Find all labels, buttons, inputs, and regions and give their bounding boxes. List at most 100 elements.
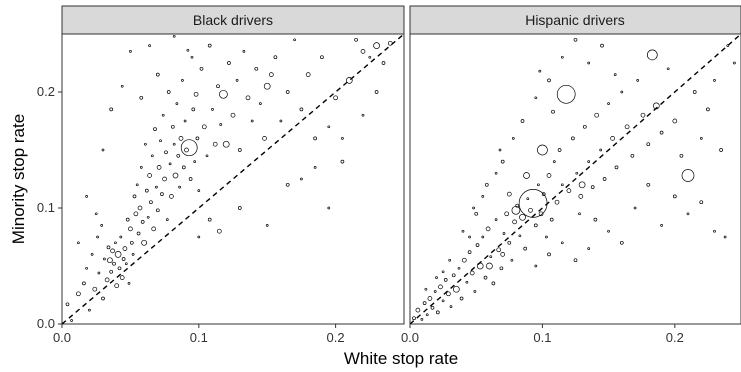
data-point [630,153,635,158]
data-point [441,299,445,303]
data-point [587,247,591,250]
data-point [533,223,538,228]
data-point [354,37,358,42]
data-point [433,290,437,293]
data-point [538,211,544,217]
data-point [164,150,168,155]
data-point [149,200,153,205]
data-point [82,281,86,286]
data-point [262,136,267,141]
data-point [119,275,125,280]
data-point [207,43,212,48]
data-point [219,123,223,126]
data-point [706,107,710,112]
data-point [230,112,236,118]
data-point [672,194,677,199]
data-point [686,212,690,216]
data-point [719,148,723,152]
data-point [473,290,477,293]
data-point [300,177,303,181]
data-point [723,235,727,239]
data-point [557,148,562,152]
data-point [646,182,651,187]
data-point [245,95,251,101]
data-point [481,195,485,198]
data-point [237,148,242,152]
data-point [547,252,551,257]
data-point [451,273,456,278]
data-point [242,50,246,53]
data-point [607,229,610,233]
data-point [449,305,453,308]
data-point [114,283,120,289]
data-point [578,181,586,189]
data-point [132,194,137,199]
data-point [216,84,220,89]
data-point [523,172,530,179]
data-point [502,232,506,235]
data-point [554,199,560,205]
data-point [216,228,222,234]
data-point [438,284,443,290]
data-point [699,137,703,140]
data-point [181,165,186,170]
data-point [139,166,143,169]
data-point [96,235,99,239]
data-point [122,246,128,251]
data-point [201,124,207,130]
data-point [285,90,290,94]
data-point [85,266,88,270]
data-point [511,137,515,140]
data-point [129,240,134,245]
data-point [534,96,538,100]
data-point [299,107,304,112]
data-point [207,217,212,222]
data-point [526,197,530,201]
data-point [193,160,197,163]
facet-title-black: Black drivers [193,12,273,28]
data-point [512,219,517,225]
data-point [168,162,172,166]
data-point [333,95,338,101]
data-point [176,153,181,158]
data-point [360,49,366,54]
data-point [461,257,467,263]
data-point [368,55,372,59]
data-point [459,296,464,301]
data-point [666,67,670,71]
data-point [76,291,81,297]
data-point [571,136,575,141]
data-point [427,296,433,301]
data-point [624,124,630,130]
data-point [381,61,386,65]
data-point [457,266,461,270]
data-point [160,192,164,196]
data-point [594,112,600,118]
data-point [199,66,204,71]
data-point [305,72,311,77]
facet-strip-hispanic [409,5,741,35]
data-point [109,269,114,274]
data-point [139,95,144,100]
data-point [511,205,521,215]
data-point [541,192,546,196]
x-tick-label-black: 0.2 [327,330,345,345]
data-point [172,34,176,38]
data-point [141,239,147,246]
data-point [620,90,624,94]
data-point [147,173,152,178]
data-point [136,231,141,236]
data-point [552,160,556,163]
data-point [465,280,469,284]
data-point [237,206,242,210]
data-point [373,42,380,49]
data-point [573,37,578,42]
data-point [537,144,548,156]
data-point [679,153,684,158]
data-point [159,139,162,143]
data-point [273,55,278,60]
data-point [475,243,480,247]
data-point [578,194,584,199]
y-axis-title: Minority stop rate [9,114,28,244]
data-point [104,277,110,283]
